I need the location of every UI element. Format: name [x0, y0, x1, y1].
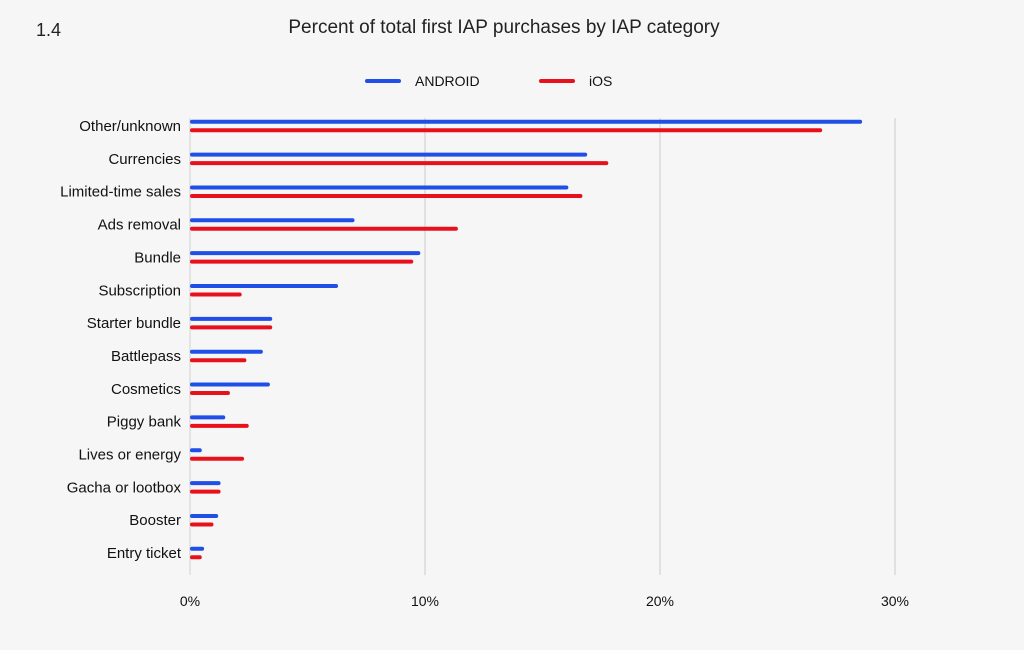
bars: [190, 119, 863, 560]
bar-ios: [190, 489, 221, 494]
bar-ios: [190, 259, 414, 264]
bar-ios: [190, 292, 242, 297]
legend-label-android: ANDROID: [415, 73, 480, 89]
bar-android: [190, 546, 205, 551]
bar-android: [190, 218, 355, 223]
legend: ANDROID iOS: [365, 73, 612, 89]
bar-ios: [190, 325, 273, 330]
bar-android: [190, 316, 273, 321]
bar-android: [190, 513, 219, 518]
bar-android: [190, 119, 863, 124]
category-label: Booster: [129, 512, 181, 529]
category-label: Battlepass: [111, 348, 181, 365]
category-label: Starter bundle: [87, 315, 181, 332]
bar-ios: [190, 161, 609, 166]
category-label: Subscription: [98, 282, 181, 299]
bar-ios: [190, 128, 823, 133]
category-label: Piggy bank: [107, 414, 182, 431]
bar-ios: [190, 193, 583, 198]
chart-title: Percent of total first IAP purchases by …: [288, 17, 720, 38]
category-label: Other/unknown: [79, 118, 181, 135]
category-labels: Other/unknown Currencies Limited-time sale…: [60, 118, 182, 562]
x-tick-label: 20%: [646, 593, 674, 609]
bar-android: [190, 251, 421, 256]
bar-android: [190, 284, 339, 288]
bar-ios: [190, 423, 249, 428]
chart-number: 1.4: [36, 20, 62, 40]
category-label: Lives or energy: [78, 447, 181, 464]
category-label: Limited-time sales: [60, 184, 181, 201]
x-tick-label: 10%: [411, 593, 439, 609]
category-label: Cosmetics: [111, 381, 181, 398]
bar-ios: [190, 555, 202, 560]
bar-android: [190, 152, 588, 157]
bar-ios: [190, 358, 247, 363]
x-tick-label: 30%: [881, 593, 909, 609]
category-label: Entry ticket: [107, 545, 182, 562]
bar-ios: [190, 522, 214, 527]
bar-ios: [190, 226, 458, 231]
bar-android: [190, 185, 569, 190]
x-tick-label: 0%: [180, 593, 200, 609]
category-label: Bundle: [134, 249, 181, 266]
bar-android: [190, 349, 263, 354]
bar-ios: [190, 391, 230, 396]
category-label: Currencies: [108, 151, 181, 168]
bar-android: [190, 448, 202, 453]
category-label: Gacha or lootbox: [67, 479, 182, 496]
bar-android: [190, 382, 270, 387]
bar-ios: [190, 456, 245, 461]
legend-label-ios: iOS: [589, 73, 612, 89]
category-label: Ads removal: [98, 217, 181, 234]
x-tick-labels: 0% 10% 20% 30%: [180, 593, 909, 609]
bar-android: [190, 415, 226, 420]
bar-android: [190, 481, 221, 486]
